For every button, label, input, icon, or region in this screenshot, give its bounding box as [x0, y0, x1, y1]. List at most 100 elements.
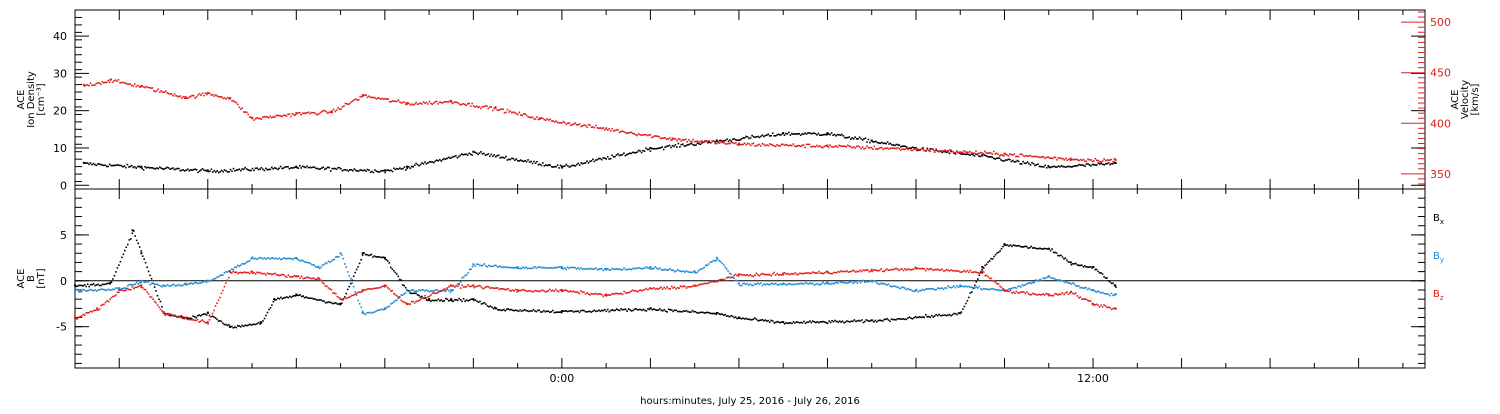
data-point [617, 292, 619, 295]
data-point [360, 169, 363, 172]
data-point [935, 149, 937, 151]
data-point [838, 271, 841, 273]
y-axis-title-line: ACE [1450, 90, 1461, 110]
data-point [617, 268, 619, 271]
data-point [427, 299, 429, 302]
data-point [609, 130, 612, 132]
data-point [592, 126, 594, 128]
data-point [638, 289, 640, 292]
data-point [147, 86, 149, 89]
data-point [519, 289, 521, 292]
data-point [819, 145, 821, 147]
data-point [1114, 284, 1117, 287]
data-point [1101, 291, 1104, 294]
data-point [850, 320, 853, 322]
data-point [179, 284, 181, 287]
legend-label-sub: x [1440, 218, 1444, 226]
data-point [513, 290, 515, 292]
data-point [714, 259, 716, 262]
data-point [1081, 298, 1083, 300]
data-point [706, 264, 709, 267]
data-point [991, 153, 993, 155]
data-point [690, 311, 692, 313]
data-point [283, 257, 285, 259]
data-point [1054, 292, 1056, 295]
data-point [328, 111, 330, 114]
data-point [444, 100, 447, 103]
data-point [676, 286, 679, 289]
data-point [945, 268, 948, 271]
data-point [767, 133, 770, 136]
data-point [330, 260, 333, 262]
data-point [366, 96, 369, 99]
data-point [598, 309, 600, 311]
data-point [792, 273, 795, 275]
data-point [968, 296, 970, 299]
data-point [473, 299, 475, 302]
data-point [807, 143, 809, 146]
data-point [243, 168, 245, 171]
data-point [281, 297, 284, 300]
data-point [492, 307, 495, 310]
data-point [303, 296, 306, 299]
data-point [653, 267, 655, 270]
data-point [430, 161, 432, 163]
data-point [702, 141, 705, 143]
data-point [295, 275, 298, 278]
data-point [1005, 244, 1007, 247]
data-point [923, 289, 926, 292]
data-point [674, 144, 677, 146]
data-point [88, 163, 90, 166]
data-point [978, 155, 980, 157]
data-point [643, 150, 646, 152]
data-point [1003, 152, 1006, 155]
data-point [1114, 307, 1117, 310]
data-point [394, 293, 397, 296]
data-point [470, 268, 472, 270]
data-point [135, 167, 137, 169]
data-point [1006, 289, 1009, 291]
data-point [580, 309, 582, 312]
data-point [467, 300, 469, 302]
data-point [589, 160, 591, 163]
data-point [777, 284, 780, 286]
data-point [825, 321, 827, 324]
data-point [671, 137, 674, 140]
data-point [543, 118, 546, 121]
data-point [820, 282, 823, 285]
data-point [403, 166, 406, 168]
data-point [511, 157, 513, 160]
data-point [951, 313, 954, 316]
data-point [993, 280, 995, 282]
data-point [1034, 247, 1037, 249]
data-point [112, 278, 114, 280]
data-point [1010, 160, 1013, 163]
data-point [531, 290, 533, 293]
data-point [936, 314, 939, 317]
data-point [945, 151, 948, 154]
data-point [471, 154, 473, 156]
data-point [771, 282, 774, 285]
data-point [312, 166, 314, 168]
data-point [783, 283, 786, 285]
data-point [623, 130, 625, 133]
data-point [733, 142, 736, 145]
data-point [515, 158, 518, 160]
data-point [742, 143, 744, 146]
data-point [687, 310, 689, 313]
data-point [598, 293, 600, 295]
data-point [434, 100, 437, 103]
data-point [128, 288, 131, 291]
data-point [570, 165, 572, 168]
data-point [424, 161, 426, 163]
data-point [738, 139, 740, 141]
data-point [487, 153, 490, 155]
data-point [340, 168, 342, 170]
data-point [514, 288, 517, 291]
data-point [635, 267, 637, 270]
data-point [649, 287, 652, 290]
data-point [141, 255, 144, 257]
data-point [816, 282, 819, 285]
data-point [601, 267, 603, 270]
